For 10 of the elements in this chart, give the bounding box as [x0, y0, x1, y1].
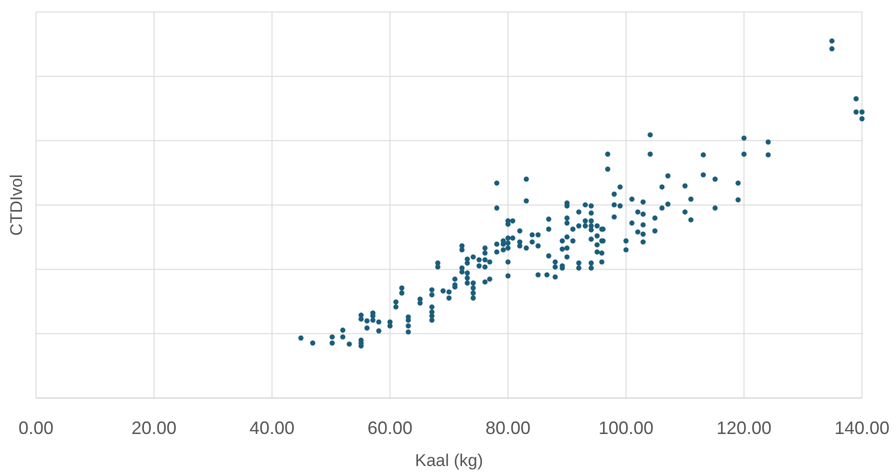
x-tick-label: 40.00 [249, 418, 295, 438]
x-tick-label: 100.00 [598, 418, 654, 438]
x-tick-label: 120.00 [716, 418, 772, 438]
x-tick-label: 60.00 [367, 418, 413, 438]
x-tick-label: 20.00 [131, 418, 177, 438]
x-tick-label: 140.00 [834, 418, 890, 438]
x-axis-title: Kaal (kg) [414, 451, 484, 470]
x-tick-label: 80.00 [485, 418, 531, 438]
y-axis-title: CTDIvol [7, 174, 26, 236]
x-tick-label: 0.00 [18, 418, 54, 438]
